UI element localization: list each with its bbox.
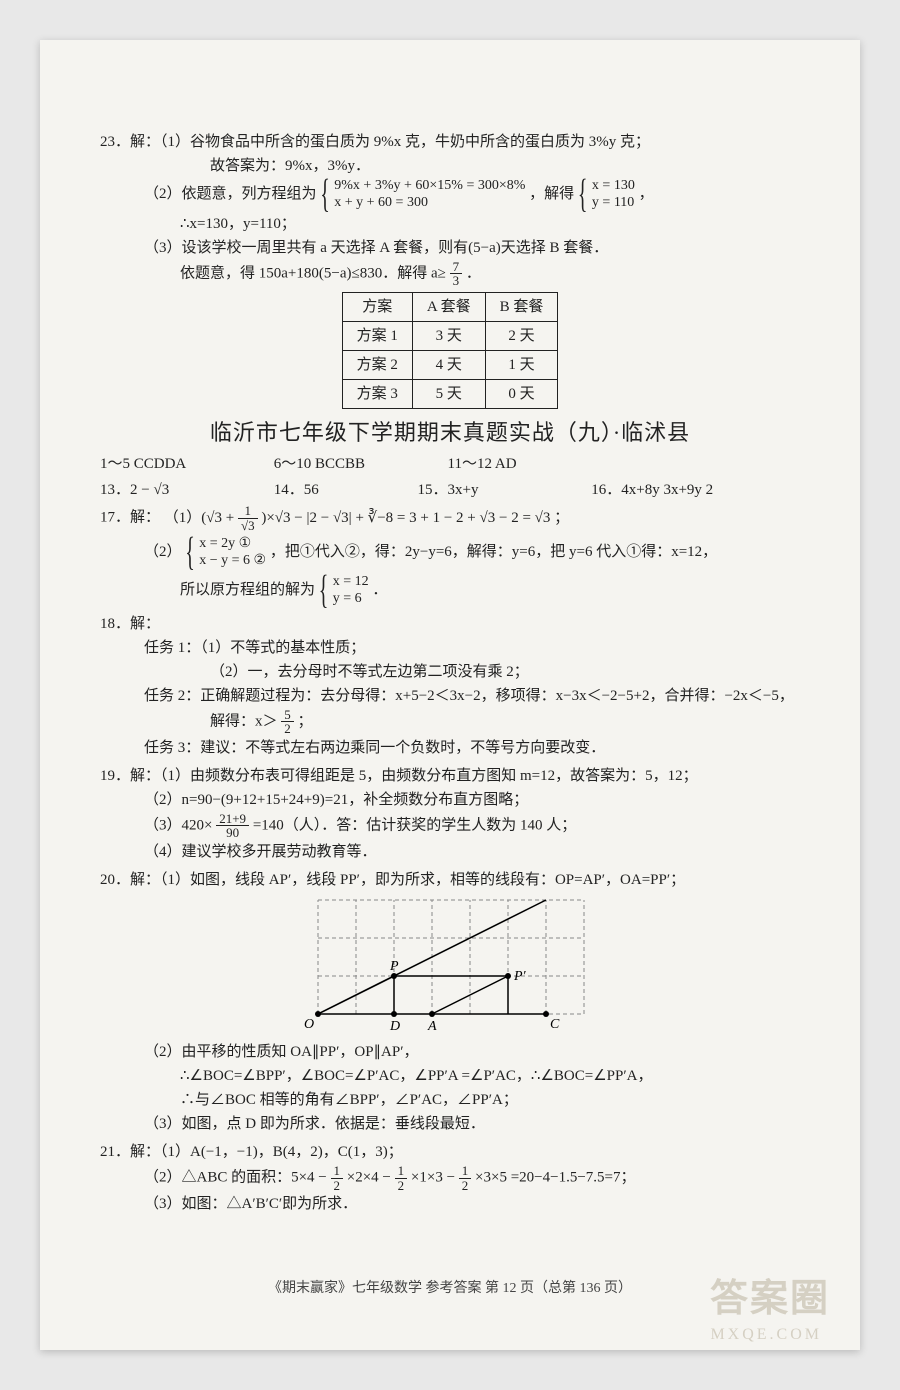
q23-2-res: ∴x=130，y=110； <box>100 212 800 236</box>
svg-text:D: D <box>389 1019 400 1034</box>
svg-text:O: O <box>304 1017 314 1032</box>
q17-1: （1）(√3 + 1 √3 )×√3 − |2 − √3| + ∛−8 = 3 … <box>164 510 569 526</box>
svg-text:P: P <box>389 959 399 974</box>
q20-1: （1）如图，线段 AP′，线段 PP′，即为所求，相等的线段有：OP=AP′，O… <box>160 872 685 888</box>
q21: 21．解：（1）A(−1，−1)，B(4，2)，C(1，3)； （2）△ABC … <box>100 1140 800 1216</box>
frac-7-3: 7 3 <box>450 260 463 288</box>
q17-2: （2） x = 2y ① x − y = 6 ② ，把①代入②，得：2y−y=6… <box>100 536 800 570</box>
q23-eq1: 9%x + 3%y + 60×15% = 300×8% x + y + 60 =… <box>320 178 525 212</box>
q20-2c: ∴与∠BOC 相等的角有∠BPP′，∠P′AC，∠PP′A； <box>100 1088 800 1112</box>
q23-eq1-sol: x = 130 y = 110 <box>578 178 635 212</box>
page-footer: 《期末赢家》七年级数学 参考答案 第 12 页（总第 136 页） <box>40 1278 860 1300</box>
q23-2: （2）依题意，列方程组为 9%x + 3%y + 60×15% = 300×8%… <box>100 178 800 212</box>
q17-eq-sol: x = 12 y = 6 <box>319 574 369 608</box>
q23: 23．解：（1）谷物食品中所含的蛋白质为 9%x 克，牛奶中所含的蛋白质为 3%… <box>100 130 800 409</box>
plan-h0: 方案 <box>342 292 412 321</box>
worksheet-page: 23．解：（1）谷物食品中所含的蛋白质为 9%x 克，牛奶中所含的蛋白质为 3%… <box>40 40 860 1350</box>
q20: 20．解：（1）如图，线段 AP′，线段 PP′，即为所求，相等的线段有：OP=… <box>100 868 800 1136</box>
fill-answers: 13．2 − √3 14．56 15．3x+y 16．4x+8y 3x+9y 2 <box>100 478 800 502</box>
q20-3: （3）如图，点 D 即为所求．依据是：垂线段最短． <box>100 1112 800 1136</box>
q18-t2a: 任务 2：正确解题过程为：去分母得：x+5−2＜3x−2，移项得：x−3x＜−2… <box>100 684 800 708</box>
q18-t1b: （2）一，去分母时不等式左边第二项没有乘 2； <box>100 660 800 684</box>
watermark-url: MXQE.COM <box>710 1322 822 1348</box>
section-title: 临沂市七年级下学期期末真题实战（九）·临沭县 <box>100 415 800 450</box>
q17-eq: x = 2y ① x − y = 6 ② <box>185 536 266 570</box>
svg-text:P′: P′ <box>513 969 527 984</box>
frac-1-root3: 1 √3 <box>238 504 258 532</box>
q23-1a: （1）谷物食品中所含的蛋白质为 9%x 克，牛奶中所含的蛋白质为 3%y 克； <box>160 134 650 150</box>
svg-text:C: C <box>550 1017 560 1032</box>
q18-t2b: 解得：x＞ 5 2 ； <box>100 708 800 736</box>
q19-4: （4）建议学校多开展劳动教育等． <box>100 840 800 864</box>
q21-2: （2）△ABC 的面积：5×4 − 12 ×2×4 − 12 ×1×3 − 12… <box>100 1164 800 1192</box>
q19-3: （3）420× 21+9 90 =140（人）．答：估计获奖的学生人数为 140… <box>100 812 800 840</box>
q17-2b: 所以原方程组的解为 x = 12 y = 6 ． <box>100 574 800 608</box>
q18-label: 18．解： <box>100 612 800 636</box>
q21-1: （1）A(−1，−1)，B(4，2)，C(1，3)； <box>160 1144 403 1160</box>
q23-2-lead: （2）依题意，列方程组为 <box>144 186 317 202</box>
q23-2-mid: ，解得 <box>529 186 574 202</box>
plan-h1: A 套餐 <box>412 292 485 321</box>
q21-label: 21．解： <box>100 1144 160 1160</box>
q20-label: 20．解： <box>100 872 160 888</box>
q23-3a: （3）设该学校一周里共有 a 天选择 A 套餐，则有(5−a)天选择 B 套餐． <box>100 236 800 260</box>
q19: 19．解：（1）由频数分布表可得组距是 5，由频数分布直方图知 m=12，故答案… <box>100 764 800 864</box>
q19-1: （1）由频数分布表可得组距是 5，由频数分布直方图知 m=12，故答案为：5，1… <box>160 768 698 784</box>
q20-figure: O D A C P P′ B <box>300 896 600 1036</box>
q20-2b: ∴∠BOC=∠BPP′，∠BOC=∠P′AC，∠PP′A =∠P′AC，∴∠BO… <box>100 1064 800 1088</box>
mc-answers: 1～5 CCDDA 6～10 BCCBB 11～12 AD <box>100 452 800 476</box>
q19-2: （2）n=90−(9+12+15+24+9)=21，补全频数分布直方图略； <box>100 788 800 812</box>
svg-text:A: A <box>427 1019 437 1034</box>
q17: 17．解： （1）(√3 + 1 √3 )×√3 − |2 − √3| + ∛−… <box>100 504 800 607</box>
q23-3b: 依题意，得 150a+180(5−a)≤830．解得 a≥ 7 3 ． <box>100 260 800 288</box>
plan-h2: B 套餐 <box>485 292 558 321</box>
q18-t3: 任务 3：建议：不等式左右两边乘同一个负数时，不等号方向要改变． <box>100 736 800 760</box>
q18: 18．解： 任务 1：（1）不等式的基本性质； （2）一，去分母时不等式左边第二… <box>100 612 800 760</box>
q19-label: 19．解： <box>100 768 160 784</box>
q23-plan-table: 方案 A 套餐 B 套餐 方案 1 3 天 2 天 方案 2 4 天 1 天 方… <box>342 292 559 409</box>
q18-t1a: 任务 1：（1）不等式的基本性质； <box>100 636 800 660</box>
q23-1b: 故答案为：9%x，3%y． <box>100 154 800 178</box>
frac-30-90: 21+9 90 <box>216 812 249 840</box>
q20-2a: （2）由平移的性质知 OA∥PP′，OP∥AP′， <box>100 1040 800 1064</box>
q21-3: （3）如图：△A′B′C′即为所求． <box>100 1192 800 1216</box>
q23-label: 23．解： <box>100 134 160 150</box>
q17-label: 17．解： <box>100 510 160 526</box>
frac-5-2: 5 2 <box>281 708 294 736</box>
svg-text:B: B <box>542 896 551 900</box>
